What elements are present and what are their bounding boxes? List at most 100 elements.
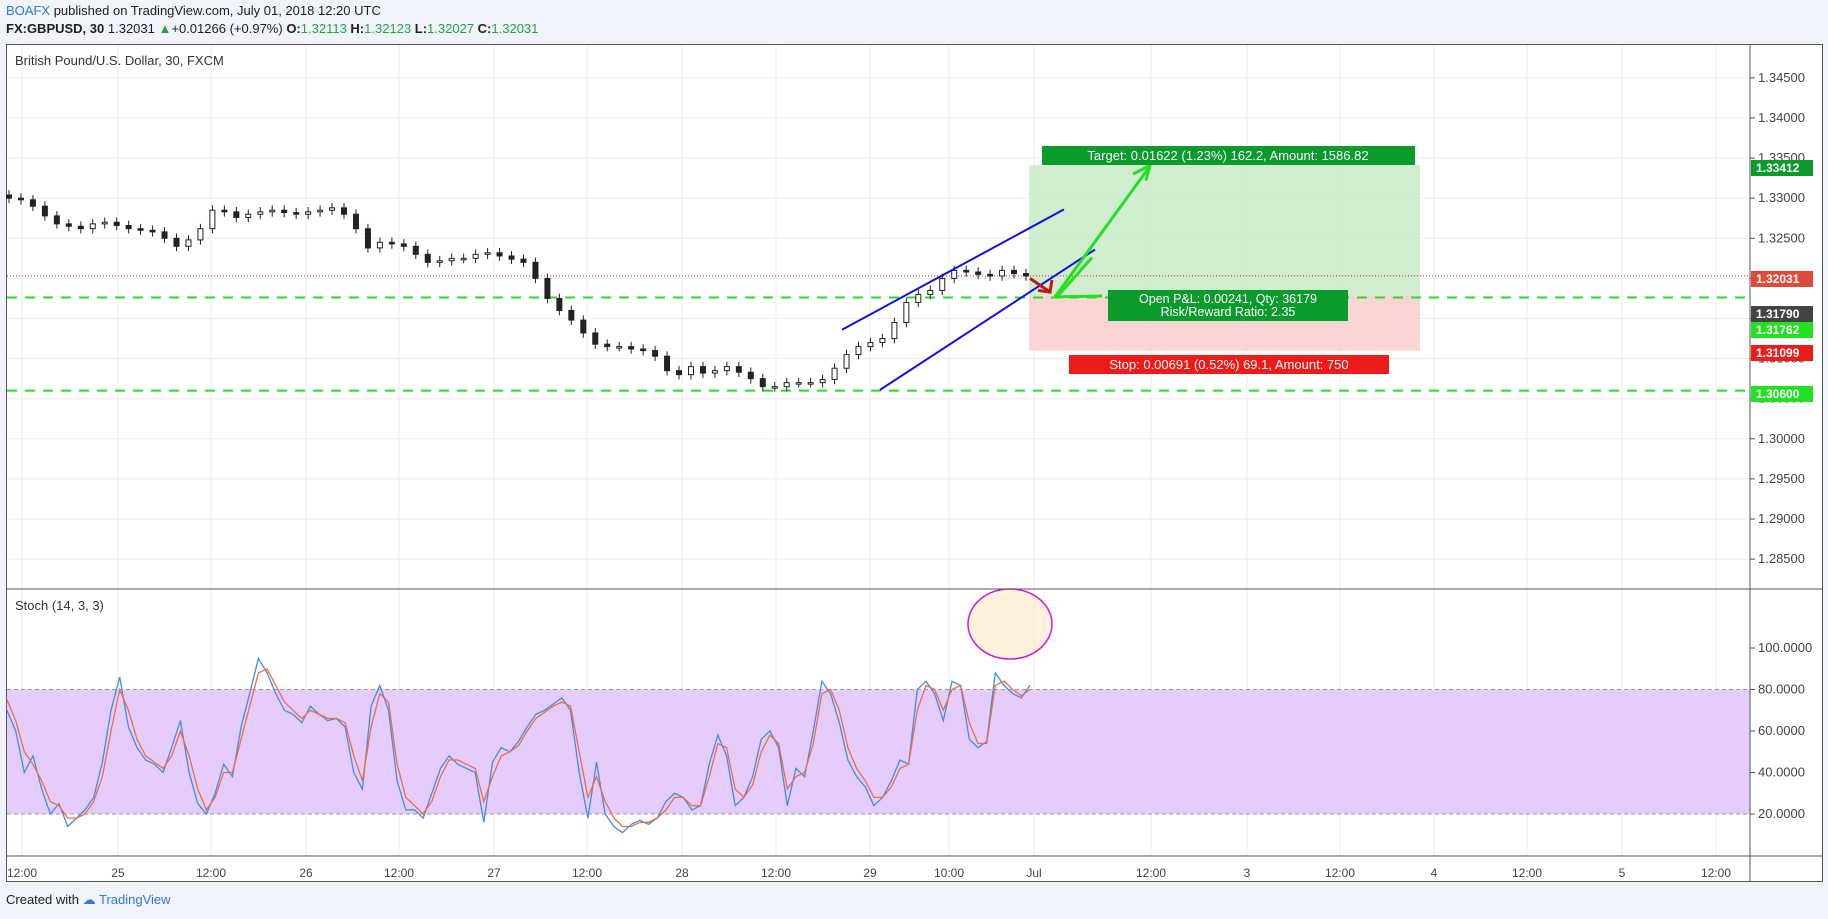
time-tick-label: 10:00	[934, 866, 964, 880]
candle-body	[269, 209, 276, 213]
open-label: O:	[286, 21, 301, 36]
stoch-series	[6, 588, 1053, 834]
candle-body	[676, 370, 683, 376]
open-pnl-text: Open P&L: 0.00241, Qty: 36179	[1139, 292, 1317, 306]
candle-body	[388, 241, 395, 245]
price-tag-box	[1751, 160, 1813, 176]
candle-body	[747, 371, 754, 380]
stoch-band	[7, 689, 1750, 814]
candle-body	[221, 209, 228, 213]
candle-body	[975, 271, 982, 275]
change-value: +0.01266 (+0.97%)	[171, 21, 283, 36]
price-tick-label: 1.29000	[1758, 511, 1805, 526]
candle-body	[592, 332, 599, 345]
candle-body	[305, 211, 312, 215]
candle-body	[101, 221, 108, 225]
candle-body	[149, 229, 156, 233]
pullback-arrow-head	[1037, 279, 1054, 294]
author-name[interactable]: BOAFX	[6, 3, 51, 18]
candle-body	[29, 199, 36, 207]
time-tick-label: 12:00	[196, 866, 226, 880]
created-with-text: Created with	[6, 892, 79, 907]
candle-body	[616, 346, 623, 349]
last-price: 1.32031	[107, 21, 155, 36]
candle-body	[723, 366, 730, 372]
close-value: 1.32031	[491, 21, 539, 36]
candle-body	[939, 277, 946, 291]
candle-body	[831, 367, 838, 380]
tradingview-logo-icon[interactable]: ☁	[82, 892, 96, 907]
candle-body	[855, 346, 862, 356]
price-tick-label: 1.34500	[1758, 70, 1805, 85]
price-tick-label: 1.30000	[1758, 431, 1805, 446]
stoch-tick-label: 20.0000	[1758, 806, 1805, 821]
candle-body	[209, 209, 216, 230]
candle-body	[652, 350, 659, 357]
low-value: 1.32027	[427, 21, 475, 36]
price-tag-box	[1751, 345, 1813, 361]
time-tick-label: Jul	[1026, 866, 1041, 880]
price-tick-label: 1.29500	[1758, 471, 1805, 486]
time-tick-label: 28	[675, 866, 689, 880]
time-tick-label: 27	[487, 866, 501, 880]
candle-body	[484, 252, 491, 255]
candle-body	[963, 269, 970, 273]
price-tick-label: 1.33000	[1758, 190, 1805, 205]
price-tag-box	[1751, 271, 1813, 287]
candle-body	[556, 297, 563, 311]
candle-body	[233, 211, 240, 218]
candle-body	[640, 348, 647, 352]
price-tag-label: 1.32031	[1756, 272, 1800, 286]
open-pnl-label: Open P&L: 0.00241, Qty: 36179 Risk/Rewar…	[1108, 290, 1348, 321]
candle-body	[41, 205, 48, 217]
stoch-tick-label: 60.0000	[1758, 723, 1805, 738]
candle-body	[89, 223, 96, 230]
low-label: L:	[414, 21, 428, 36]
overbought-highlight	[967, 588, 1053, 660]
candle-body	[376, 241, 383, 249]
open-value: 1.32113	[300, 21, 347, 36]
candle-body	[915, 293, 922, 303]
candle-body	[951, 269, 958, 279]
tradingview-link[interactable]: TradingView	[99, 892, 171, 907]
candle-body	[125, 224, 132, 230]
pullback-arrow	[1029, 277, 1051, 294]
candle-body	[568, 309, 575, 321]
stoch-line-k	[6, 656, 1031, 834]
target-arrow	[1053, 165, 1152, 298]
candle-body	[341, 207, 348, 215]
candle-body	[532, 261, 539, 279]
stop-label: Stop: 0.00691 (0.52%) 69.1, Amount: 750	[1069, 355, 1389, 374]
candle-body	[1011, 269, 1018, 275]
time-tick-label: 12:00	[1701, 866, 1731, 880]
candle-body	[281, 209, 288, 214]
candle-body	[364, 228, 371, 249]
candle-body	[472, 253, 479, 259]
stoch-tick-label: 100.0000	[1758, 640, 1812, 655]
candle-body	[185, 239, 192, 247]
price-tick-label: 1.32500	[1758, 230, 1805, 245]
ohlc-line: FX:GBPUSD, 30 1.32031 ▲+0.01266 (+0.97%)…	[6, 21, 538, 36]
time-tick-label: 29	[863, 866, 877, 880]
candle-body	[448, 257, 455, 262]
time-tick-label: 25	[111, 866, 125, 880]
candle-body	[137, 228, 144, 231]
candle-body	[783, 382, 790, 388]
candle-body	[113, 221, 120, 226]
time-tick-label: 12:00	[1325, 866, 1355, 880]
footer: Created with ☁ TradingView	[6, 892, 171, 908]
candle-body	[903, 301, 910, 324]
candle-body	[173, 237, 180, 247]
target-text: Target: 0.01622 (1.23%) 162.2, Amount: 1…	[1087, 148, 1368, 163]
stoch-line-d	[6, 667, 1031, 828]
publish-line: BOAFX published on TradingView.com, July…	[6, 3, 381, 18]
candle-body	[257, 211, 264, 215]
candle-body	[699, 366, 706, 374]
candle-body	[771, 386, 778, 389]
candle-body	[6, 194, 12, 199]
candle-body	[436, 260, 443, 263]
candle-body	[496, 252, 503, 257]
drawings	[841, 162, 1153, 391]
high-value: 1.32123	[364, 21, 412, 36]
